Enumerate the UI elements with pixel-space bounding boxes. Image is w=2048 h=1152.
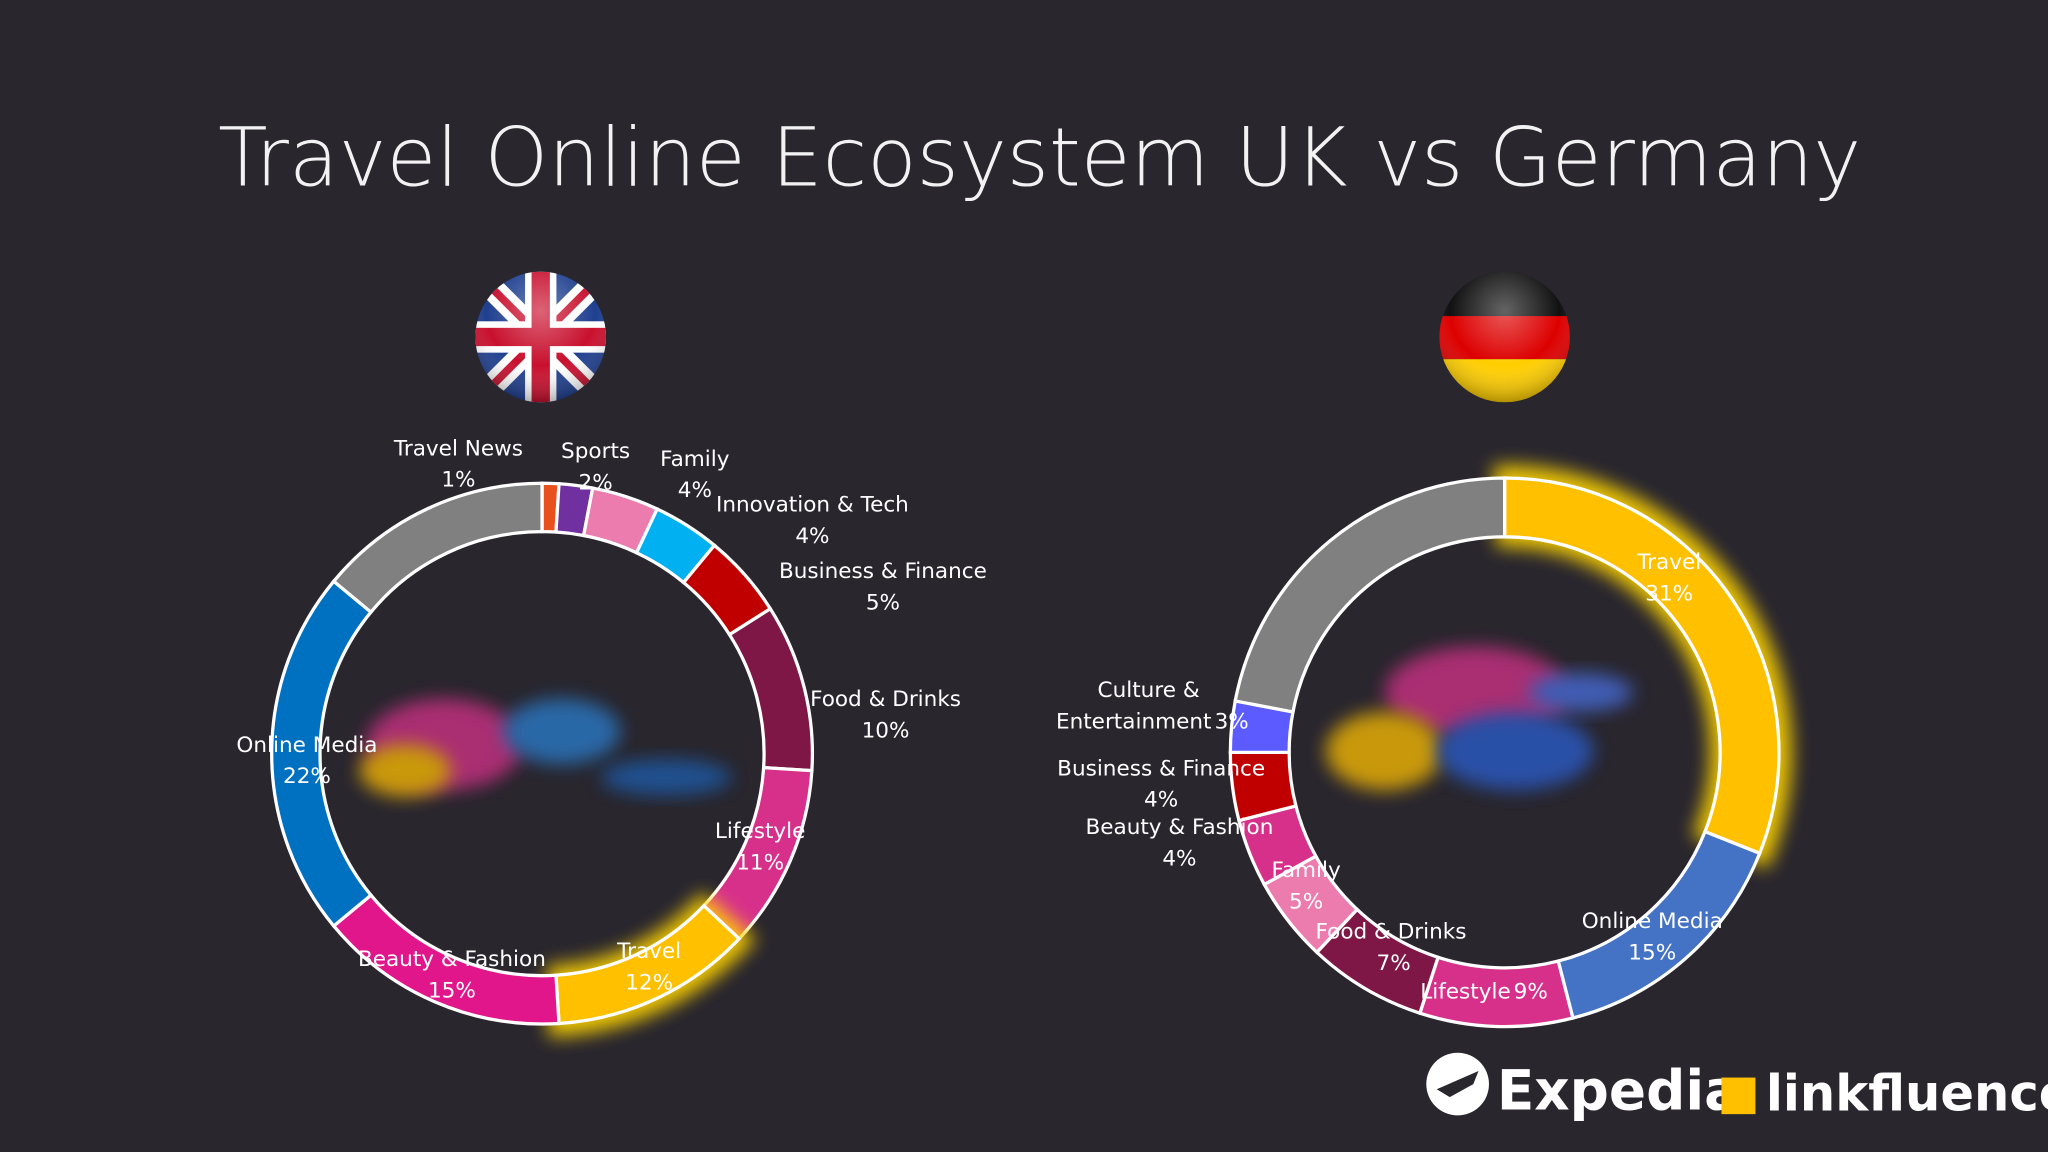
slide-title: Travel Online Ecosystem UK vs Germany — [218, 111, 1861, 205]
value-label: 15% — [1628, 940, 1676, 965]
category-label: Online Media — [1582, 909, 1723, 934]
value-label: 15% — [428, 978, 476, 1003]
category-label: Beauty & Fashion — [1085, 815, 1273, 840]
value-label: 4% — [678, 478, 712, 503]
category-label: Travel News — [393, 436, 523, 461]
category-label: Food & Drinks — [1316, 920, 1467, 945]
value-label: 4% — [1144, 788, 1178, 813]
donut-segment — [331, 481, 544, 615]
category-label: Travel — [616, 939, 681, 964]
category-label: Lifestyle — [1420, 980, 1511, 1005]
value-label: 5% — [1289, 890, 1323, 915]
category-label: Sports — [561, 439, 630, 464]
logo-text: Expedia — [1497, 1059, 1741, 1123]
highlight-glow — [1493, 464, 1792, 869]
category-label: Business & Finance — [1057, 756, 1265, 781]
value-label: 4% — [1162, 846, 1196, 871]
value-label: 22% — [283, 764, 331, 789]
linkfluence-logo: linkfluence — [1721, 1065, 2048, 1123]
category-label: Online Media — [236, 733, 377, 758]
value-label: 5% — [866, 590, 900, 615]
category-label: Lifestyle — [715, 819, 806, 844]
value-label: 31% — [1645, 581, 1693, 606]
donut-segment — [1233, 476, 1507, 714]
value-label: 3% — [1215, 709, 1249, 734]
category-label: Family — [1271, 858, 1341, 883]
value-label: 10% — [862, 718, 910, 743]
value-label: 11% — [736, 850, 784, 875]
uk-flag — [475, 271, 607, 403]
category-label: Travel — [1636, 550, 1701, 575]
value-label: 12% — [625, 971, 673, 996]
category-label: Innovation & Tech — [716, 492, 909, 517]
value-label: 7% — [1377, 951, 1411, 976]
donut-chart — [270, 481, 815, 1037]
category-label: Business & Finance — [779, 559, 987, 584]
value-label: 1% — [441, 468, 475, 493]
germany-flag — [1439, 271, 1570, 403]
category-label: Culture & Entertainment — [1056, 678, 1211, 734]
value-label: 9% — [1514, 980, 1548, 1005]
category-label: Family — [660, 447, 730, 472]
category-label: Food & Drinks — [810, 687, 961, 712]
donut-chart — [1228, 464, 1792, 1029]
logo-text: linkfluence — [1766, 1065, 2048, 1123]
category-label: Beauty & Fashion — [358, 947, 546, 972]
value-label: 2% — [578, 470, 612, 495]
value-label: 4% — [795, 524, 829, 549]
network-illustration — [359, 646, 1633, 797]
expedia-logo: Expedia — [1426, 1052, 1741, 1123]
